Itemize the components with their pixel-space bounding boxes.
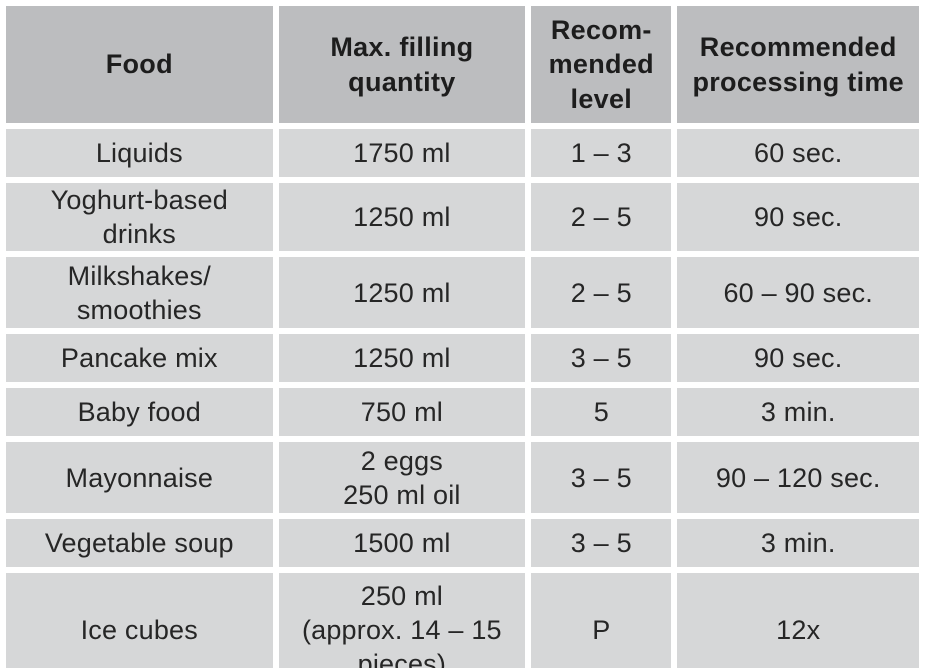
- cell-quantity: 750 ml: [278, 388, 526, 437]
- cell-food: Vegetable soup: [6, 519, 273, 568]
- cell-food: Mayonnaise: [6, 442, 273, 514]
- cell-level: 2 – 5: [531, 257, 672, 329]
- cell-level: P: [531, 573, 672, 668]
- cell-time: 90 sec.: [677, 334, 919, 383]
- cell-food: Ice cubes: [6, 573, 273, 668]
- table-row-mayonnaise: Mayonnaise 2 eggs 250 ml oil 3 – 5 90 – …: [6, 442, 919, 514]
- table-row-yoghurt-based-drinks: Yoghurt-based drinks 1250 ml 2 – 5 90 se…: [6, 183, 919, 252]
- cell-food: Pancake mix: [6, 334, 273, 383]
- cell-quantity: 2 eggs 250 ml oil: [278, 442, 526, 514]
- table-row-ice-cubes: Ice cubes 250 ml (approx. 14 – 15 pieces…: [6, 573, 919, 668]
- cell-food: Yoghurt-based drinks: [6, 183, 273, 252]
- column-header-recommended-level: Recom- mended level: [531, 6, 672, 123]
- cell-level: 3 – 5: [531, 334, 672, 383]
- cell-food: Milkshakes/ smoothies: [6, 257, 273, 329]
- column-header-max-filling-quantity: Max. filling quantity: [278, 6, 526, 123]
- table-row-liquids: Liquids 1750 ml 1 – 3 60 sec.: [6, 129, 919, 177]
- cell-quantity: 1750 ml: [278, 129, 526, 177]
- cell-level: 3 – 5: [531, 519, 672, 568]
- cell-level: 5: [531, 388, 672, 437]
- cell-quantity: 1250 ml: [278, 334, 526, 383]
- cell-time: 90 – 120 sec.: [677, 442, 919, 514]
- cell-quantity: 1500 ml: [278, 519, 526, 568]
- cell-time: 60 sec.: [677, 129, 919, 177]
- column-header-recommended-processing-time: Recommended processing time: [677, 6, 919, 123]
- cell-level: 2 – 5: [531, 183, 672, 252]
- table-row-vegetable-soup: Vegetable soup 1500 ml 3 – 5 3 min.: [6, 519, 919, 568]
- cell-time: 12x: [677, 573, 919, 668]
- cell-time: 3 min.: [677, 519, 919, 568]
- header-row: Food Max. filling quantity Recom- mended…: [6, 6, 919, 123]
- table-row-milkshakes-smoothies: Milkshakes/ smoothies 1250 ml 2 – 5 60 –…: [6, 257, 919, 329]
- table-row-baby-food: Baby food 750 ml 5 3 min.: [6, 388, 919, 437]
- cell-level: 3 – 5: [531, 442, 672, 514]
- cell-food: Liquids: [6, 129, 273, 177]
- cell-quantity: 1250 ml: [278, 257, 526, 329]
- column-header-food: Food: [6, 6, 273, 123]
- cell-time: 90 sec.: [677, 183, 919, 252]
- cell-time: 60 – 90 sec.: [677, 257, 919, 329]
- table-row-pancake-mix: Pancake mix 1250 ml 3 – 5 90 sec.: [6, 334, 919, 383]
- cell-quantity: 1250 ml: [278, 183, 526, 252]
- cell-time: 3 min.: [677, 388, 919, 437]
- cell-quantity: 250 ml (approx. 14 – 15 pieces): [278, 573, 526, 668]
- cell-level: 1 – 3: [531, 129, 672, 177]
- cell-food: Baby food: [6, 388, 273, 437]
